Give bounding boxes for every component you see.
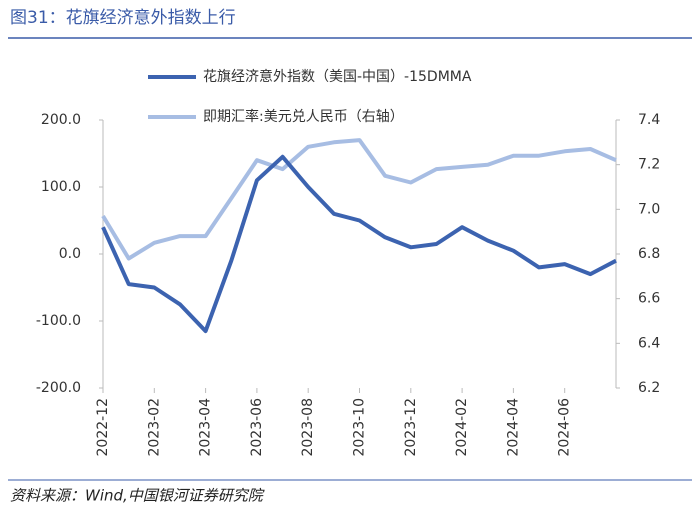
x-tick-label: 2023-08 <box>300 398 316 457</box>
x-tick-label: 2023-02 <box>146 398 162 457</box>
x-tick-label: 2024-04 <box>505 398 521 457</box>
series-line <box>101 154 617 334</box>
x-tick-label: 2024-02 <box>454 398 470 457</box>
x-tick-label: 2023-06 <box>249 398 265 457</box>
y2-tick-label: 6.8 <box>638 246 660 262</box>
legend-label: 花旗经济意外指数（美国-中国）-15DMMA <box>203 68 472 85</box>
x-tick-label: 2022-12 <box>95 398 111 457</box>
y2-tick-label: 6.6 <box>638 291 660 307</box>
y2-tick-label: 7.2 <box>638 157 660 173</box>
source: 资料来源：Wind,中国银河证券研究院 <box>10 487 265 505</box>
y-tick-label: -100.0 <box>36 313 81 329</box>
legend-label: 即期汇率:美元兑人民币（右轴） <box>203 108 404 125</box>
y-tick-label: 200.0 <box>41 112 81 128</box>
y2-tick-label: 7.4 <box>638 112 660 128</box>
x-tick-label: 2023-04 <box>198 398 214 457</box>
y2-tick-label: 7.0 <box>638 201 660 217</box>
y2-tick-label: 6.4 <box>638 335 660 351</box>
x-tick-label: 2024-06 <box>557 398 573 457</box>
y-tick-label: -200.0 <box>36 380 81 396</box>
series-line <box>101 138 617 261</box>
y-tick-label: 100.0 <box>41 179 81 195</box>
y2-tick-label: 6.2 <box>638 380 660 396</box>
chart-title: 图31：花旗经济意外指数上行 <box>10 8 236 28</box>
x-tick-label: 2023-10 <box>352 398 368 457</box>
x-tick-label: 2023-12 <box>403 398 419 457</box>
y-tick-label: 0.0 <box>59 246 81 262</box>
